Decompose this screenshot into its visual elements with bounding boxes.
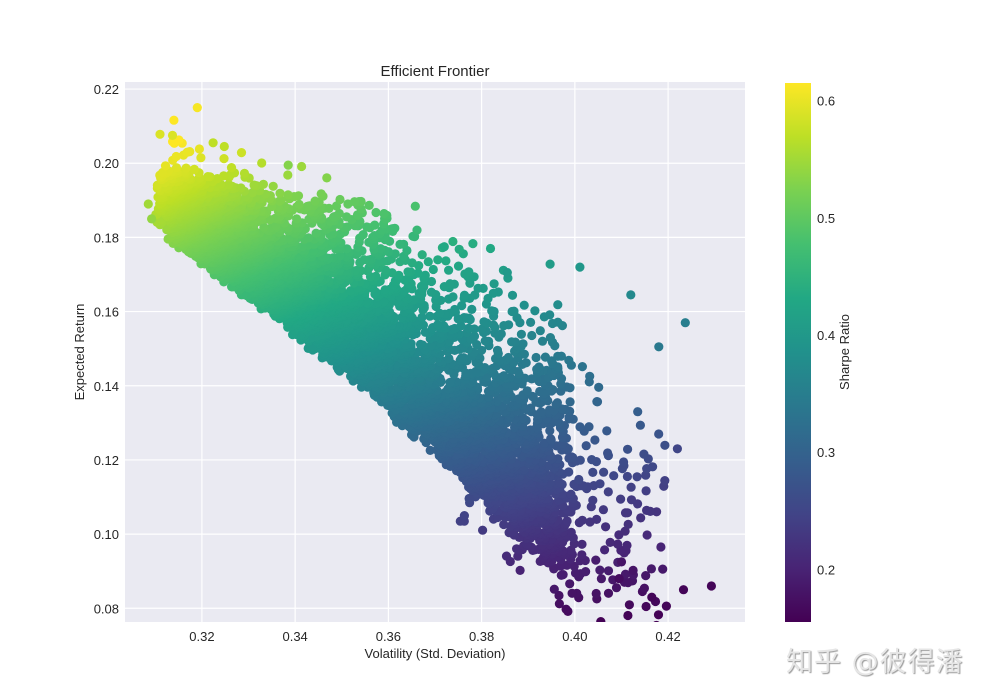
x-axis-label: Volatility (Std. Deviation) — [365, 646, 506, 661]
colorbar — [785, 83, 811, 622]
colorbar-tick-label: 0.2 — [817, 562, 835, 577]
colorbar-tick-label: 0.3 — [817, 445, 835, 460]
colorbar-tick-label: 0.4 — [817, 328, 835, 343]
colorbar-tick-label: 0.5 — [817, 211, 835, 226]
watermark: 知乎 @彼得潘 — [786, 647, 964, 678]
y-axis-ticks: 0.08 0.10 0.12 0.14 0.16 0.18 0.20 0.22 — [94, 82, 119, 616]
y-axis-label: Expected Return — [72, 304, 87, 401]
y-tick-label: 0.20 — [94, 156, 119, 171]
x-tick-label: 0.40 — [562, 629, 587, 644]
colorbar-tick-label: 0.6 — [817, 94, 835, 109]
y-tick-label: 0.08 — [94, 601, 119, 616]
colorbar-ticks: 0.2 0.3 0.4 0.5 0.6 — [817, 94, 835, 578]
x-tick-label: 0.36 — [376, 629, 401, 644]
y-tick-label: 0.18 — [94, 230, 119, 245]
y-tick-label: 0.14 — [94, 379, 119, 394]
y-tick-label: 0.10 — [94, 527, 119, 542]
y-tick-label: 0.12 — [94, 453, 119, 468]
x-tick-label: 0.42 — [655, 629, 680, 644]
chart-title: Efficient Frontier — [381, 63, 490, 80]
x-tick-label: 0.34 — [282, 629, 307, 644]
x-tick-label: 0.32 — [189, 629, 214, 644]
scatter-points — [143, 103, 717, 622]
y-tick-label: 0.22 — [94, 82, 119, 97]
colorbar-label: Sharpe Ratio — [837, 314, 852, 390]
x-tick-label: 0.38 — [469, 629, 494, 644]
y-tick-label: 0.16 — [94, 305, 119, 320]
x-axis-ticks: 0.32 0.34 0.36 0.38 0.40 0.42 — [189, 629, 680, 644]
